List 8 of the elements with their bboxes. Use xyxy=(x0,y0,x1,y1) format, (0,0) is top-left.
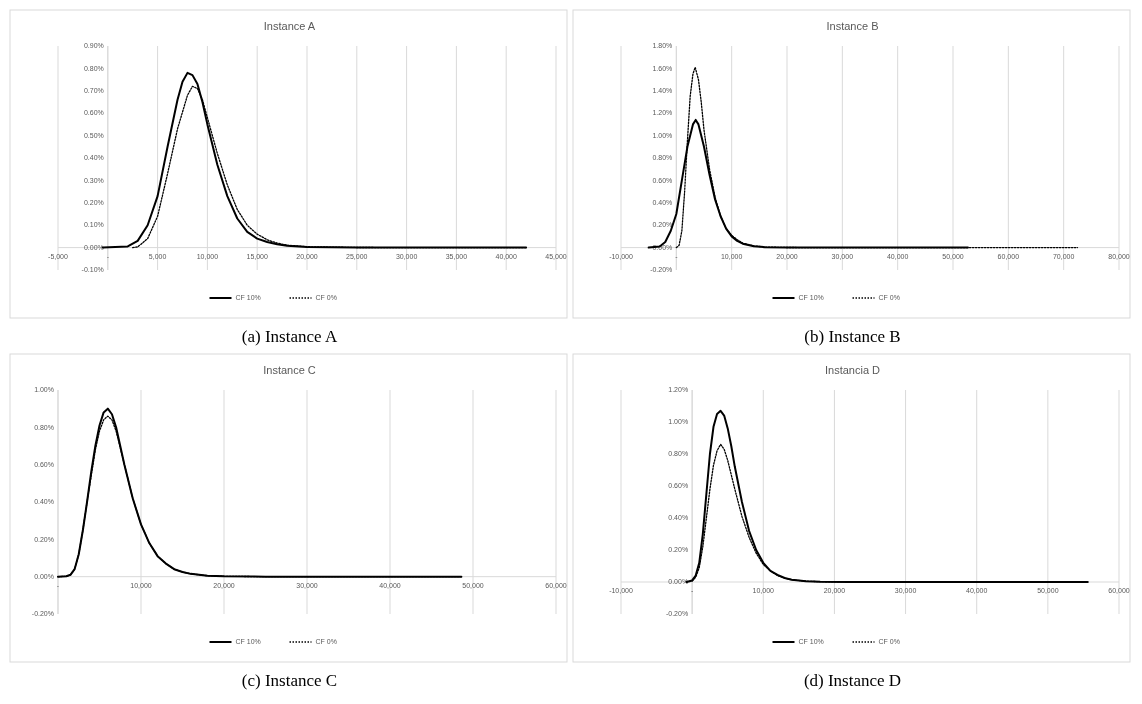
chart-title: Instance B xyxy=(826,20,879,32)
chart-title: Instancia D xyxy=(824,364,881,376)
chart-title: Instance C xyxy=(263,364,316,376)
text: (d) Instance D xyxy=(803,671,902,690)
chart-title: Instance A xyxy=(263,20,316,32)
text: (a) Instance A xyxy=(241,327,338,346)
text: (b) Instance B xyxy=(804,327,901,346)
text: (c) Instance C xyxy=(241,671,338,690)
